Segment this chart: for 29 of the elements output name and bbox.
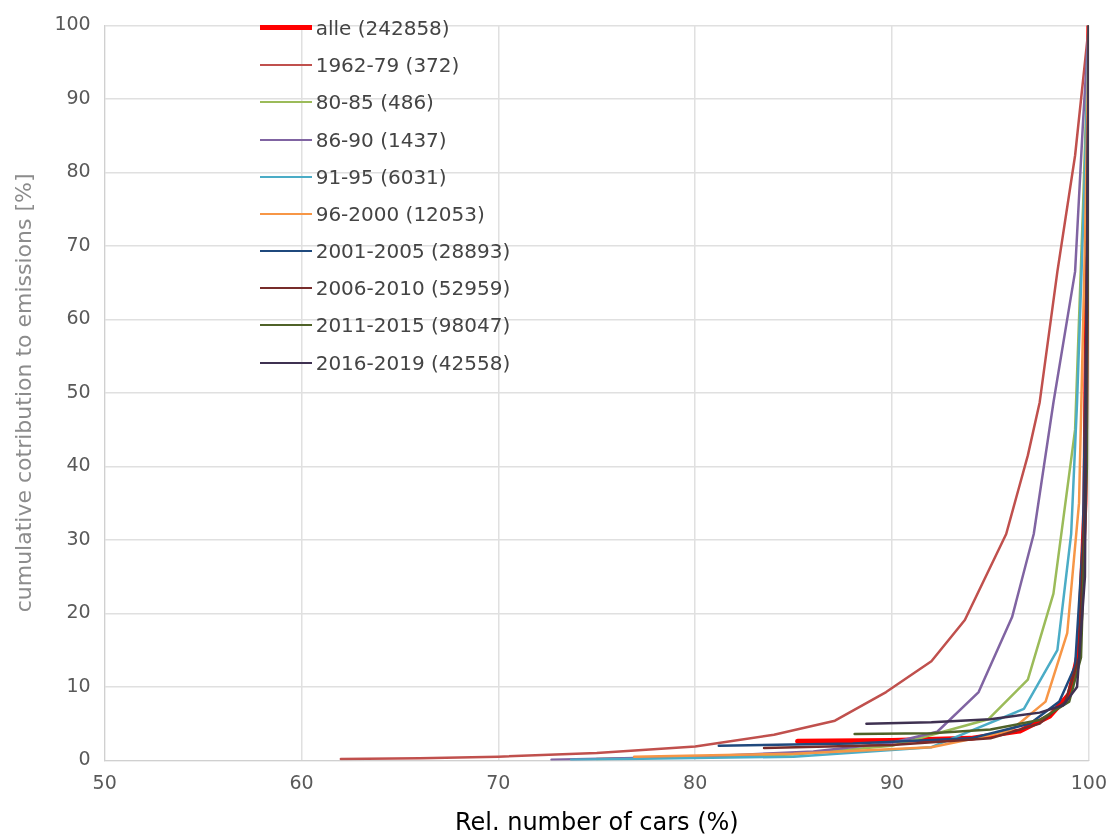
legend-label: 2006-2010 (52959) (315, 276, 511, 301)
y-axis-title: cumulative cotribution to emissions [%] (10, 173, 36, 613)
y-tick-label: 60 (66, 306, 91, 329)
legend-label: 86-90 (1437) (315, 127, 447, 152)
x-tick-label: 100 (1070, 770, 1107, 793)
legend-label: 80-85 (486) (315, 90, 434, 115)
y-tick-label: 70 (66, 232, 91, 255)
legend-label: alle (242858) (315, 15, 450, 40)
x-tick-label: 60 (289, 770, 314, 793)
y-tick-label: 30 (66, 526, 91, 549)
x-tick-label: 80 (683, 770, 708, 793)
x-tick-label: 70 (486, 770, 511, 793)
legend-label: 2011-2015 (98047) (315, 313, 511, 338)
y-tick-label: 40 (66, 453, 91, 476)
legend-label: 96-2000 (12053) (315, 201, 485, 226)
x-axis-title: Rel. number of cars (%) (454, 807, 739, 836)
x-tick-label: 90 (879, 770, 905, 793)
legend-label: 1962-79 (372) (315, 53, 460, 78)
y-tick-label: 20 (66, 600, 91, 623)
legend-label: 2001-2005 (28893) (315, 239, 511, 264)
y-tick-label: 50 (66, 379, 91, 402)
y-tick-label: 100 (54, 12, 91, 35)
legend-label: 91-95 (6031) (315, 164, 447, 189)
y-tick-label: 90 (66, 85, 91, 108)
y-tick-label: 80 (66, 159, 91, 182)
y-tick-label: 10 (66, 673, 91, 696)
x-tick-label: 50 (92, 770, 117, 793)
y-tick-label: 0 (78, 747, 91, 770)
legend-label: 2016-2019 (42558) (315, 350, 511, 375)
